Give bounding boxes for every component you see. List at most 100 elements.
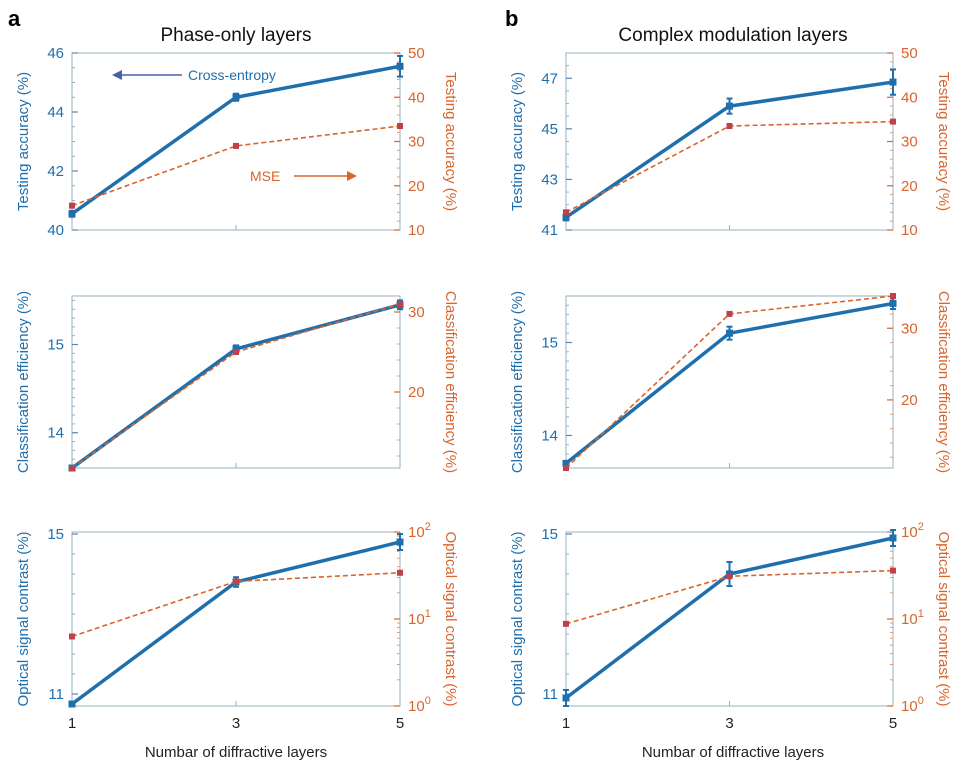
panel-a-row-1-left-axis-label: Testing accuracy (%) [15,72,32,211]
x-axis-label-b: Numbar of diffractive layers [642,744,824,761]
panel-a-row-2-mse-point [397,301,403,307]
panel-b-row-1-cross-entropy-point [562,213,570,221]
panel-b-row-2-left-tick-label: 14 [541,427,558,444]
panel-b-row-1-left-tick-label: 45 [541,121,558,138]
panel-b-row-1-mse-point [726,123,733,130]
panel-b-row-3: 11 15 100 101 102 1 3 5 Optical signal contrast … [509,521,952,732]
panel-a-row-1-cross-entropy-point [396,62,404,70]
panel-b-row-1-right-axis-label: Testing accuracy (%) [935,72,952,211]
annotations-layer: Cross-entropy MSE [112,67,357,184]
panel-a-row-3-x-tick-label: 3 [232,715,240,732]
panel-a-row-3: 11 15 100 101 102 1 3 5 Optical signal contrast … [15,521,459,732]
x-axis-label-a: Numbar of diffractive layers [145,744,327,761]
panel-a-row-1-right-tick-label: 10 [408,222,425,239]
panel-b-row-1-cross-entropy-point [726,102,733,110]
panel-a-row-3-mse-point [69,633,75,640]
panel-a-row-2-cross-entropy-point [232,345,240,353]
panel-a-row-1-left-tick-label: 40 [47,222,64,239]
panel-b-row-3-x-tick-label: 3 [725,715,733,732]
panel-a-row-1-mse-point [397,123,403,130]
panel-b-row-2-cross-entropy-point [562,459,570,467]
panel-b-row-1-right-tick-label: 30 [901,134,918,151]
panel-a-row-2-cross-entropy-line [70,303,401,470]
panel-a-row-1-right-tick-label: 50 [408,45,425,62]
panel-a-row-1-cross-entropy-point [68,210,76,218]
panel-a-row-1-left-tick-label: 44 [47,104,64,121]
panel-b-row-3-mse-point [890,567,896,574]
panel-b-row-1-left-axis-label: Testing accuracy (%) [509,72,526,211]
panel-b-row-2: 14 15 20 30 Classification efficiency (%) Cla… [509,291,952,473]
panel-b-row-1-mse-line [565,120,894,214]
panel-a-row-3-cross-entropy-point [396,538,404,546]
panel-a-row-3-right-tick-label: 101 [408,608,431,628]
panel-b-row-1-left-tick-label: 41 [541,222,558,239]
panel-b-row-2-left-axis-label: Classification efficiency (%) [509,291,526,473]
panel-a-row-2: 14 15 20 30 Classification efficiency (%) Cla… [15,291,459,473]
panel-b-row-3-right-tick-label: 100 [901,695,924,715]
panel-b-row-3-left-tick-label: 11 [542,686,558,703]
panel-b-row-1-cross-entropy-point [889,78,897,86]
panel-b-row-3-mse-point [563,620,569,627]
panel-b-row-1-right-tick-label: 20 [901,178,918,195]
panel-b-row-2-mse-point [726,310,733,317]
panel-a-row-3-cross-entropy-line [70,540,401,706]
panel-b-row-2-cross-entropy-point [889,299,897,307]
panel-a-row-1-right-tick-label: 40 [408,89,425,106]
panel-a-row-3-x-tick-label: 5 [396,715,404,732]
panel-b-row-3-cross-entropy-point [889,534,897,542]
panel-b-row-2-right-tick-label: 30 [901,320,918,337]
panel-b-row-2-mse-point [563,465,569,471]
panel-letter-b: b [505,6,518,31]
panel-b-row-3-left-axis-label: Optical signal contrast (%) [509,531,526,706]
panel-a-row-3-left-tick-label: 15 [47,526,64,543]
panel-b-row-1-mse-point [563,209,569,216]
panel-b-row-2-left-tick-label: 15 [541,334,558,351]
panel-b-row-2-mse-line [565,295,894,469]
column-title-complex: Complex modulation layers [618,25,847,46]
panel-b-row-1-right-tick-label: 10 [901,222,918,239]
panel-b-row-1-left-tick-label: 43 [541,171,558,188]
panel-b-row-1-plot-frame [565,52,894,231]
panel-a-row-1-cross-entropy-line [70,64,401,216]
panel-a-row-3-left-axis-label: Optical signal contrast (%) [15,531,32,706]
panel-b-row-1-mse-point [890,118,896,125]
panel-a-row-1-mse-point [69,202,75,209]
panel-b-row-1: 41 43 45 47 10 20 30 40 50 Testing accuracy (%) Te… [509,45,952,239]
panel-a-row-2-right-tick-label: 20 [408,384,425,401]
panel-a-row-2-plot-frame [71,295,401,469]
panel-a-row-3-left-tick-label: 11 [48,686,64,703]
column-title-phase-only: Phase-only layers [160,25,311,46]
panel-b-row-2-cross-entropy-point [726,329,733,337]
panel-letter-a: a [8,6,21,31]
panel-b-row-3-plot-frame [565,531,894,707]
panel-a-row-3-x-tick-label: 1 [68,715,76,732]
panel-a-row-1: 40 42 44 46 10 20 30 40 50 Testing accuracy (%) Te… [15,45,459,239]
panel-b-row-1-right-tick-label: 40 [901,89,918,106]
panel-a-row-1-mse-line [71,125,401,207]
panel-a-row-3-right-axis-label: Optical signal contrast (%) [442,531,459,706]
panel-b-row-2-right-tick-label: 20 [901,392,918,409]
panel-a-row-2-mse-line [71,303,401,469]
panel-b-row-2-mse-point [890,293,896,299]
panel-a-row-1-right-axis-label: Testing accuracy (%) [442,72,459,211]
panel-a-row-3-right-tick-label: 102 [408,521,431,541]
mse-label: MSE [250,168,280,184]
panel-a-row-2-mse-point [233,349,239,355]
panel-a-row-3-plot-frame [71,531,401,707]
panel-b-row-1-left-tick-label: 47 [541,70,558,87]
panel-a-row-3-mse-point [397,569,403,576]
charts-layer: 40 42 44 46 10 20 30 40 50 Testing accuracy (%) Te… [15,45,952,732]
panel-a-row-1-mse-point [233,142,239,149]
panel-b-row-3-left-tick-label: 15 [541,526,558,543]
panel-a-row-2-mse-point [69,465,75,471]
panel-a-row-1-right-tick-label: 30 [408,134,425,151]
panel-a-row-2-right-axis-label: Classification efficiency (%) [442,291,459,473]
cross-entropy-label: Cross-entropy [188,67,276,83]
panel-b-row-3-mse-point [726,573,733,580]
panel-a-row-2-left-tick-label: 15 [47,337,64,354]
panel-b-row-3-right-tick-label: 101 [901,608,924,628]
panel-a-row-3-right-tick-label: 100 [408,695,431,715]
panel-a-row-2-left-axis-label: Classification efficiency (%) [15,291,32,473]
panel-a-row-1-cross-entropy-point [232,93,240,101]
panel-a-row-3-mse-point [233,578,239,585]
